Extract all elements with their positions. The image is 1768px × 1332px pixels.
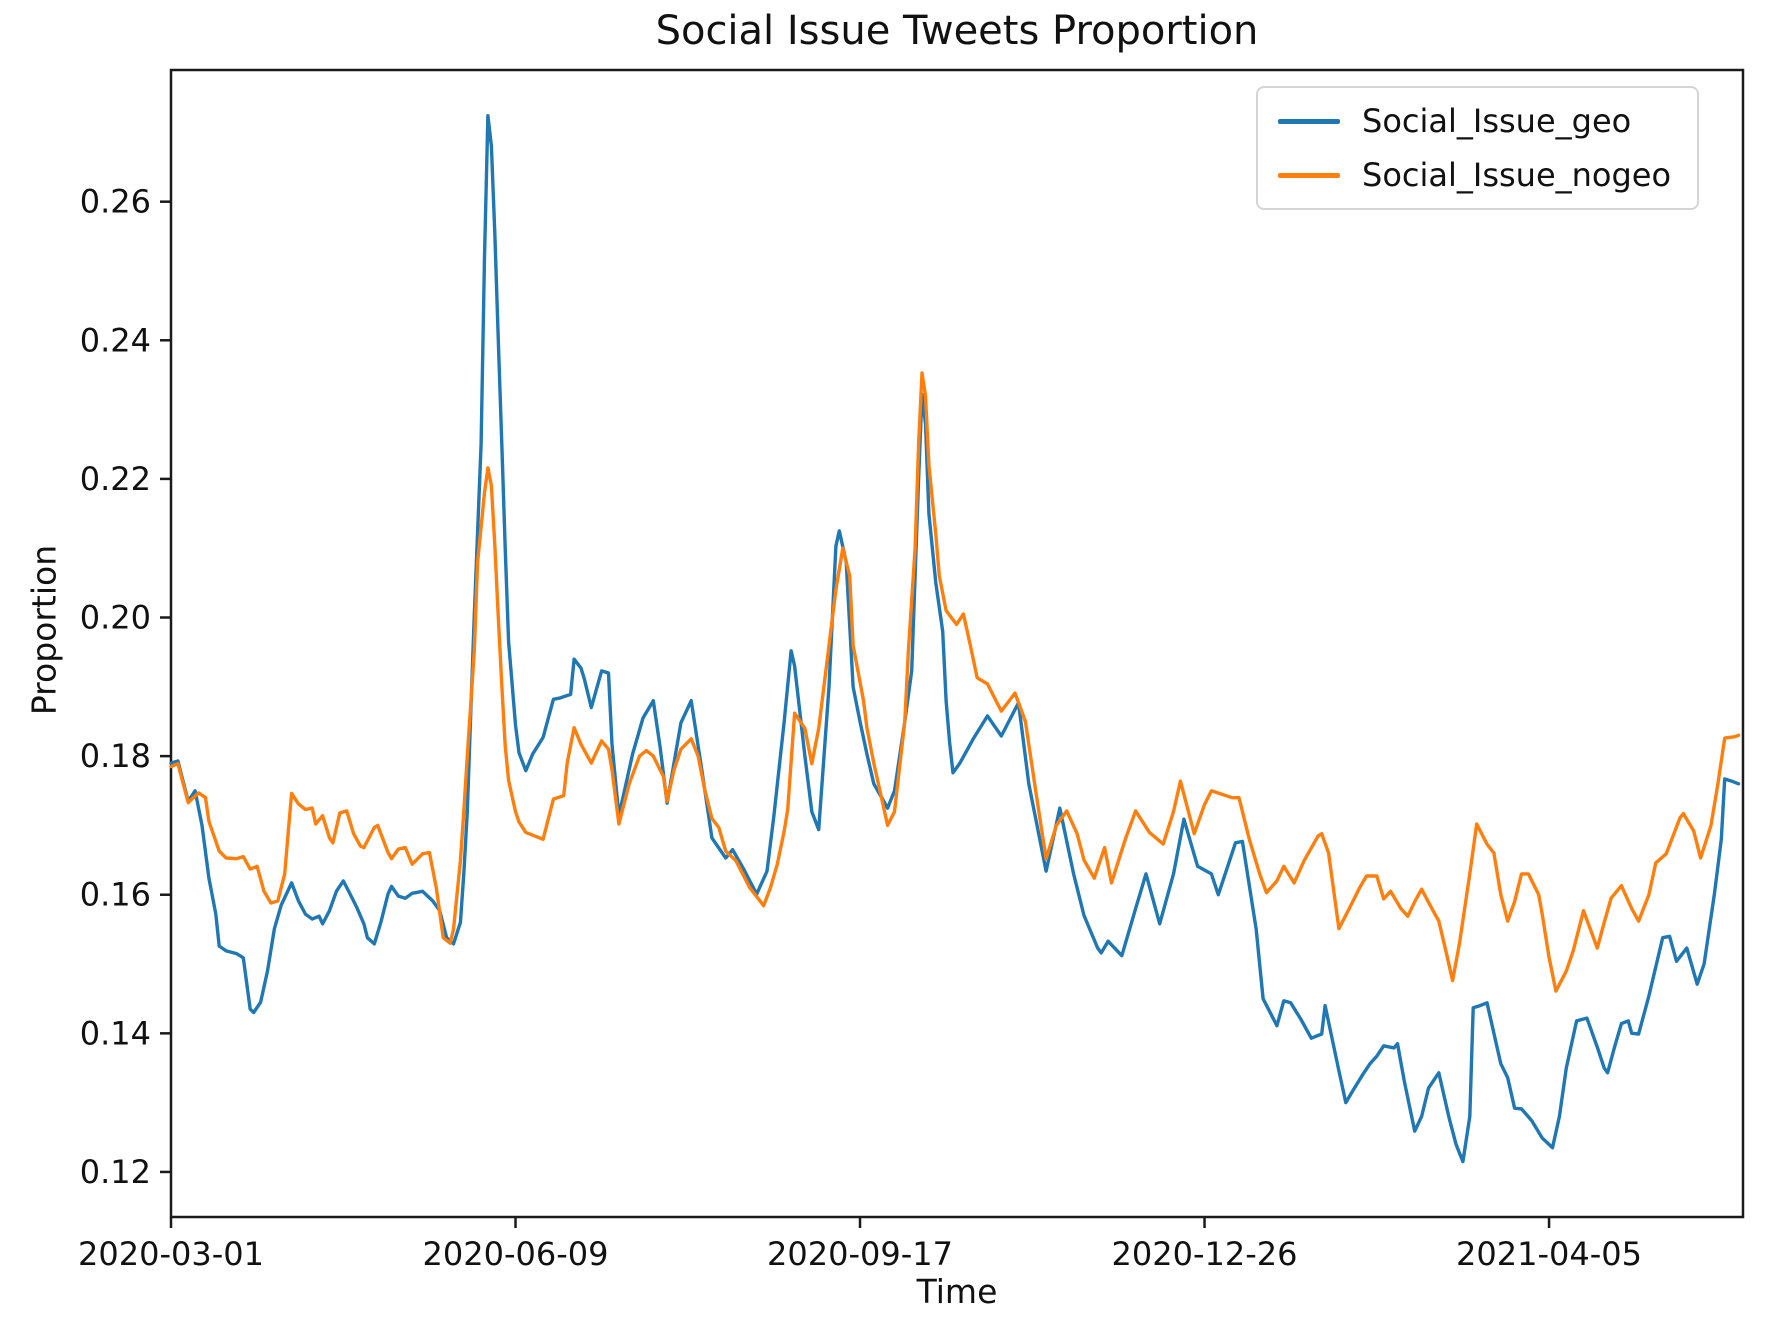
y-tick-label: 0.24 [80,321,151,359]
y-tick-label: 0.26 [80,183,151,221]
legend-label-geo: Social_Issue_geo [1362,102,1632,140]
x-tick-label: 2020-12-26 [1112,1235,1298,1273]
legend-entry-geo: Social_Issue_geo [1278,102,1671,140]
legend-line-swatch-nogeo [1278,172,1340,178]
x-tick-label: 2020-06-09 [423,1235,609,1273]
legend-entry-nogeo: Social_Issue_nogeo [1278,156,1671,194]
series-line-social_issue_nogeo [169,371,1741,993]
y-tick-label: 0.20 [80,599,151,637]
y-tick-label: 0.12 [80,1153,151,1191]
y-tick-label: 0.16 [80,876,151,914]
x-tick-label: 2021-04-05 [1456,1235,1642,1273]
x-tick-label: 2020-09-17 [767,1235,953,1273]
x-tick-label: 2020-03-01 [78,1235,264,1273]
y-tick-label: 0.14 [80,1014,151,1052]
chart-title: Social Issue Tweets Proportion [655,8,1259,54]
y-tick-label: 0.18 [80,737,151,775]
x-axis-label: Time [916,1272,998,1311]
legend-label-nogeo: Social_Issue_nogeo [1362,156,1672,194]
series-line-social_issue_geo [169,114,1741,1164]
legend-line-swatch-geo [1278,118,1340,124]
legend: Social_Issue_geo Social_Issue_nogeo [1256,86,1700,210]
y-tick-label: 0.22 [80,460,151,498]
axes-spines [169,68,1745,1219]
